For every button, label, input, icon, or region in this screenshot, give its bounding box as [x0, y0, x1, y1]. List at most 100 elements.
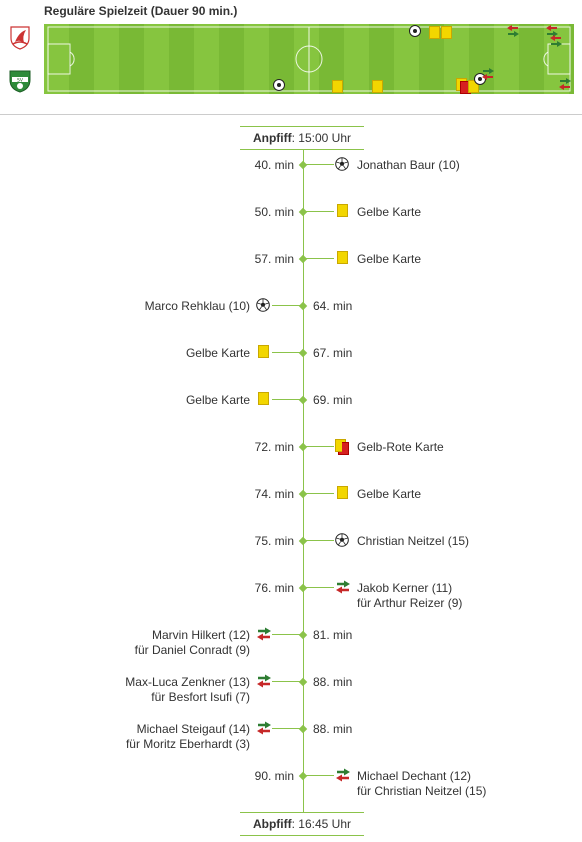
kickoff-box: Anpfiff: 15:00 Uhr	[240, 126, 364, 150]
svg-text:SV: SV	[17, 77, 24, 83]
yellow-red-card-icon	[335, 439, 349, 455]
event-description: Marco Rehklau (10)	[145, 299, 250, 314]
event-minute: 75. min	[254, 534, 294, 548]
event-player: Gelb-Rote Karte	[357, 440, 444, 454]
yellow-card-icon	[256, 345, 270, 359]
kickoff-time: : 15:00 Uhr	[291, 131, 352, 145]
kickoff-label: Anpfiff	[252, 131, 292, 145]
timeline-marker	[298, 207, 308, 217]
away-team-crest-icon: SV	[7, 67, 33, 93]
yellow-card-icon	[332, 80, 344, 93]
event-player: Christian Neitzel (15)	[357, 534, 470, 548]
timeline-connector	[272, 305, 300, 306]
timeline-marker	[298, 489, 308, 499]
timeline-event: 75. min Christian Neitzel (15)	[0, 533, 582, 578]
timeline-event: 69. min Gelbe Karte	[0, 392, 582, 437]
event-minute: 40. min	[254, 158, 294, 172]
timeline-connector	[306, 164, 334, 165]
yellow-card-icon	[335, 251, 349, 265]
event-player: Gelbe Karte	[357, 487, 422, 501]
timeline-event: 74. min Gelbe Karte	[0, 486, 582, 531]
substitution-icon-graphic	[336, 768, 350, 782]
substitution-icon	[256, 627, 271, 641]
yellow-card-icon	[256, 392, 270, 406]
final-whistle-time: : 16:45 Uhr	[291, 817, 352, 831]
event-description: Gelbe Karte	[357, 252, 421, 267]
event-description: Gelbe Karte	[186, 346, 250, 361]
yellow-card-icon	[335, 486, 349, 500]
substitution-icon	[256, 674, 271, 688]
event-description: Gelbe Karte	[186, 393, 250, 408]
timeline-event: 57. min Gelbe Karte	[0, 251, 582, 296]
event-description: Gelbe Karte	[357, 487, 421, 502]
timeline-event: 72. min Gelb-Rote Karte	[0, 439, 582, 484]
event-player: Michael Steigauf (14)	[136, 722, 250, 736]
timeline-marker	[298, 254, 308, 264]
substitution-icon-graphic	[257, 674, 271, 688]
event-player: Gelbe Karte	[357, 205, 422, 219]
timeline-event: 67. min Gelbe Karte	[0, 345, 582, 390]
timeline-connector	[306, 540, 334, 541]
event-minute: 57. min	[254, 252, 294, 266]
event-player: Gelbe Karte	[357, 252, 422, 266]
substitution-icon-graphic	[257, 627, 271, 641]
event-minute: 72. min	[254, 440, 294, 454]
timeline-marker	[298, 348, 308, 358]
timeline-connector	[272, 352, 300, 353]
goal-ball-icon-graphic	[335, 533, 349, 547]
event-description: Marvin Hilkert (12) für Daniel Conradt (9…	[135, 628, 250, 658]
substitution-icon-graphic	[336, 580, 350, 594]
timeline-event: 64. min Marco Rehklau (10)	[0, 298, 582, 343]
substitution-icon	[256, 721, 271, 735]
yellow-card-icon	[468, 80, 480, 93]
event-player: Michael Dechant (12)	[357, 769, 472, 783]
timeline-event: 76. min Jakob Kerner (11) für Arthur Reize…	[0, 580, 582, 625]
goal-ball-icon	[409, 25, 421, 37]
event-minute: 74. min	[254, 487, 294, 501]
final-whistle-box: Abpfiff: 16:45 Uhr	[240, 812, 364, 836]
event-player: Jakob Kerner (11)	[357, 581, 453, 595]
substitution-icon	[558, 77, 571, 90]
event-description: Christian Neitzel (15)	[357, 534, 469, 549]
timeline-connector	[306, 258, 334, 259]
timeline-event: 88. min Michael Steigauf (14) für Moritz E…	[0, 721, 582, 766]
timeline-marker	[298, 771, 308, 781]
event-player: Marvin Hilkert (12)	[151, 628, 250, 642]
yellow-card-icon	[372, 80, 384, 93]
event-substituted-player: für Daniel Conradt (9)	[134, 643, 250, 657]
timeline-marker	[298, 395, 308, 405]
event-description: Jakob Kerner (11) für Arthur Reizer (9)	[357, 581, 462, 611]
yellow-card-icon	[335, 204, 349, 218]
timeline-marker	[298, 536, 308, 546]
section-title: Reguläre Spielzeit (Dauer 90 min.)	[44, 4, 238, 18]
event-minute: 76. min	[254, 581, 294, 595]
home-team-crest-icon	[7, 24, 33, 50]
event-minute: 64. min	[313, 299, 353, 313]
goal-ball-icon-graphic	[335, 157, 349, 171]
event-player: Gelbe Karte	[185, 346, 250, 360]
timeline-marker	[298, 677, 308, 687]
event-minute: 81. min	[313, 628, 353, 642]
substitution-icon	[481, 67, 494, 80]
yellow-card-icon	[441, 26, 453, 39]
timeline-event: 81. min Marvin Hilkert (12) für Daniel Con…	[0, 627, 582, 672]
event-minute: 88. min	[313, 675, 353, 689]
substitution-icon	[549, 34, 562, 47]
timeline-connector	[306, 493, 334, 494]
event-player: Jonathan Baur (10)	[357, 158, 460, 172]
timeline-connector	[272, 728, 300, 729]
event-substituted-player: für Christian Neitzel (15)	[357, 784, 487, 798]
substitution-icon	[545, 24, 558, 37]
event-substituted-player: für Besfort Isufi (7)	[151, 690, 250, 704]
event-minute: 88. min	[313, 722, 353, 736]
divider	[0, 114, 582, 115]
timeline-event: 40. min Jonathan Baur (10)	[0, 157, 582, 202]
substitution-icon-graphic	[257, 721, 271, 735]
goal-ball-icon	[335, 157, 349, 171]
substitution-icon	[335, 580, 350, 594]
event-description: Jonathan Baur (10)	[357, 158, 460, 173]
timeline-axis	[303, 150, 304, 812]
timeline-marker	[298, 583, 308, 593]
timeline-marker	[298, 301, 308, 311]
event-description: Michael Steigauf (14) für Moritz Eberhard…	[126, 722, 250, 752]
